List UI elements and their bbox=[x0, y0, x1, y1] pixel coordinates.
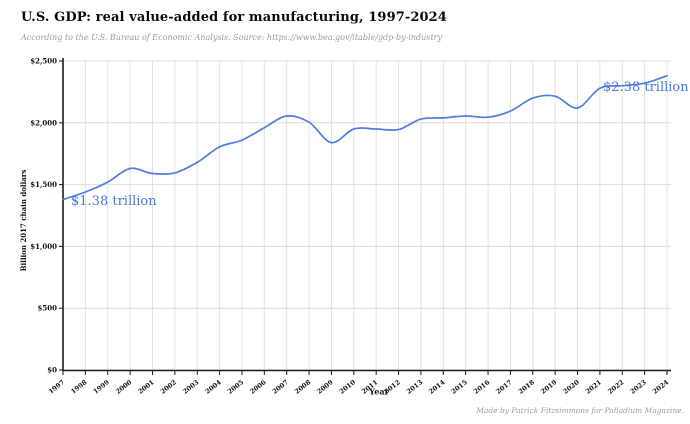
x-tick-label: 2013 bbox=[405, 378, 425, 396]
chart-title: U.S. GDP: real value-added for manufactu… bbox=[21, 10, 447, 25]
x-tick-label: 2016 bbox=[472, 378, 492, 396]
x-tick-label: 2009 bbox=[315, 378, 335, 396]
y-tick-label: $1,000 bbox=[30, 242, 57, 251]
x-tick-label: 2001 bbox=[137, 378, 156, 395]
x-tick-label: 2014 bbox=[427, 378, 447, 396]
x-tick-label: 2006 bbox=[248, 378, 268, 396]
x-tick-label: 2004 bbox=[204, 378, 224, 396]
annotation-start-value: $1.38 trillion bbox=[71, 194, 157, 209]
chart-subtitle: According to the U.S. Bureau of Economic… bbox=[21, 33, 442, 42]
x-tick-label: 2017 bbox=[494, 378, 513, 395]
annotation-end-value: $2.38 trillion bbox=[603, 80, 689, 95]
gdp-data-line bbox=[62, 74, 668, 201]
x-tick-label: 1999 bbox=[92, 378, 112, 396]
x-tick-label: 1997 bbox=[47, 378, 66, 395]
y-axis-title: Billion 2017 chain dollars bbox=[19, 170, 28, 272]
x-tick-label: 2007 bbox=[271, 378, 290, 395]
x-tick-label: 2003 bbox=[181, 378, 201, 396]
x-tick-label: 2000 bbox=[114, 378, 134, 396]
x-tick-label: 2023 bbox=[629, 378, 649, 396]
y-tick-label: $0 bbox=[47, 366, 57, 375]
y-tick-label: $2,500 bbox=[30, 57, 57, 66]
x-tick-label: 2024 bbox=[651, 378, 671, 396]
x-tick-label: 2019 bbox=[539, 378, 559, 396]
x-tick-label: 2022 bbox=[606, 378, 625, 395]
x-axis-title: Year bbox=[368, 387, 389, 397]
x-tick-label: 2020 bbox=[562, 378, 582, 396]
y-tick-label: $1,500 bbox=[30, 180, 57, 189]
x-tick-label: 1998 bbox=[69, 378, 89, 396]
x-tick-label: 2021 bbox=[584, 378, 603, 395]
x-tick-label: 2018 bbox=[517, 378, 537, 396]
x-tick-label: 2008 bbox=[293, 378, 313, 396]
x-tick-label: 2015 bbox=[450, 378, 470, 396]
footer-credit: Made by Patrick Fitzsimmons for Palladiu… bbox=[476, 406, 684, 415]
y-tick-label: $500 bbox=[38, 304, 58, 313]
x-tick-label: 2002 bbox=[159, 378, 178, 395]
x-tick-label: 2010 bbox=[338, 378, 358, 396]
x-tick-label: 2005 bbox=[226, 378, 246, 396]
y-tick-label: $2,000 bbox=[30, 118, 57, 127]
